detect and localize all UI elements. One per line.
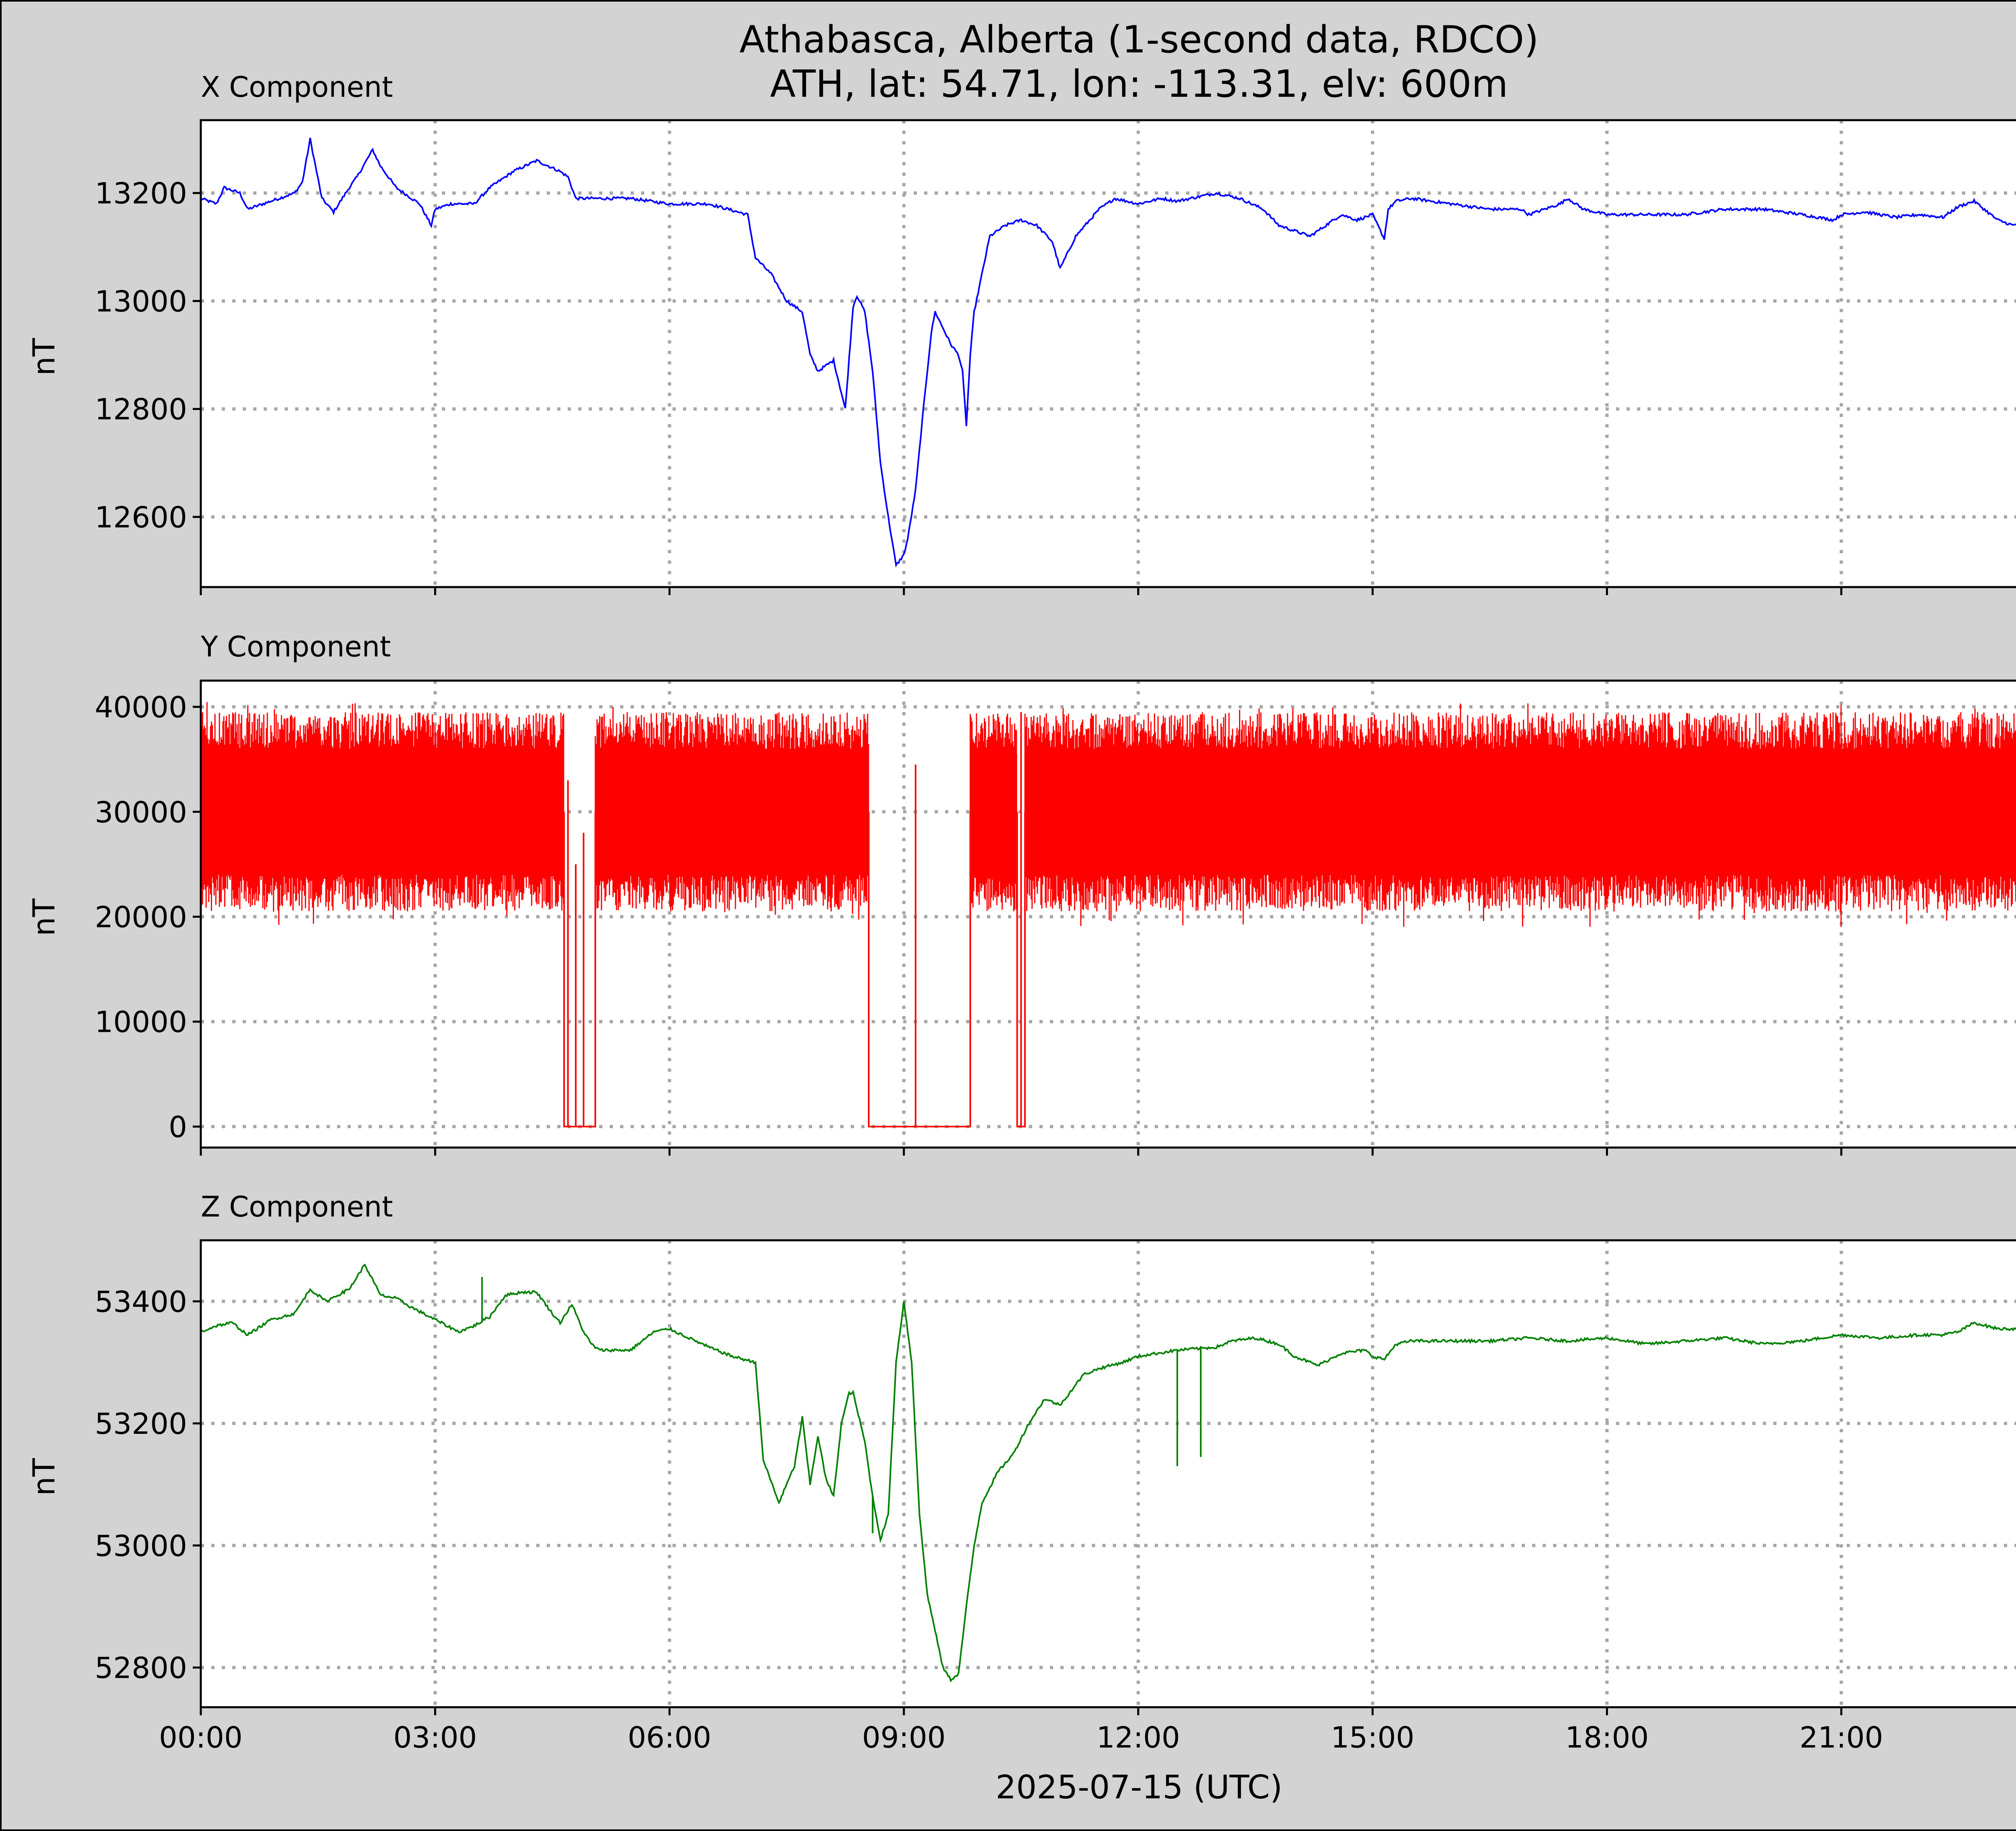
x-component-title: X Component (201, 71, 393, 104)
x-component-ylabel: nT (26, 337, 62, 376)
series-line (201, 137, 2016, 568)
x-tick-label: 03:00 (394, 1721, 477, 1754)
y-tick-label: 12600 (95, 500, 187, 534)
dropout-line (1016, 812, 1026, 1127)
y-tick-label: 10000 (95, 1005, 187, 1039)
y-tick-label: 53400 (95, 1285, 187, 1319)
data-group (201, 1263, 2016, 1683)
noise-band (201, 702, 2016, 927)
x-tick-label: 15:00 (1331, 1721, 1415, 1754)
dropout-line (868, 812, 971, 1127)
x-axis-label: 2025-07-15 (UTC) (996, 1769, 1282, 1806)
x-tick-label: 18:00 (1565, 1721, 1649, 1754)
plot-area (201, 1240, 2016, 1707)
y-tick-label: 13200 (95, 177, 187, 210)
series-line (201, 1263, 2016, 1683)
z-component-title: Z Component (201, 1190, 393, 1223)
data-group (201, 702, 2016, 1127)
plot-area (201, 120, 2016, 587)
y-tick-label: 0 (169, 1110, 187, 1144)
y-component-title: Y Component (200, 630, 391, 663)
figure-title-line1: Athabasca, Alberta (1-second data, RDCO) (739, 18, 1539, 61)
x-tick-label: 21:00 (1799, 1721, 1883, 1754)
y-tick-label: 30000 (95, 795, 187, 829)
figure-title-line2: ATH, lat: 54.71, lon: -113.31, elv: 600m (770, 62, 1508, 106)
x-tick-label: 06:00 (628, 1721, 712, 1754)
y-tick-label: 53000 (95, 1529, 187, 1563)
x-tick-label: 09:00 (862, 1721, 946, 1754)
x-tick-label: 00:00 (159, 1721, 243, 1754)
y-tick-label: 40000 (95, 690, 187, 724)
y-tick-label: 20000 (95, 900, 187, 934)
y-tick-label: 12800 (95, 392, 187, 426)
y-tick-label: 53200 (95, 1407, 187, 1441)
z-component-ylabel: nT (26, 1458, 62, 1496)
y-component-panel: Y Component nT 0 10000 20000 30000 40000 (26, 630, 2016, 1156)
x-tick-label: 12:00 (1096, 1721, 1180, 1754)
y-component-ylabel: nT (26, 898, 62, 936)
x-component-panel: X Component nT 12600 12800 13000 13200 (26, 71, 2016, 595)
dropout-line (563, 812, 596, 1127)
y-tick-label: 13000 (95, 284, 187, 318)
data-group (201, 137, 2016, 568)
y-tick-label: 52800 (95, 1651, 187, 1685)
z-component-panel: Z Component nT 52800 53000 53200 53400 00:00… (26, 1190, 2016, 1754)
